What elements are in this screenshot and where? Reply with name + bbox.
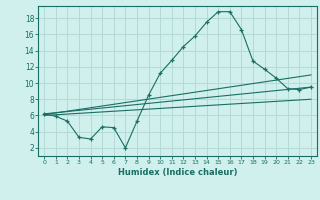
X-axis label: Humidex (Indice chaleur): Humidex (Indice chaleur) — [118, 168, 237, 177]
